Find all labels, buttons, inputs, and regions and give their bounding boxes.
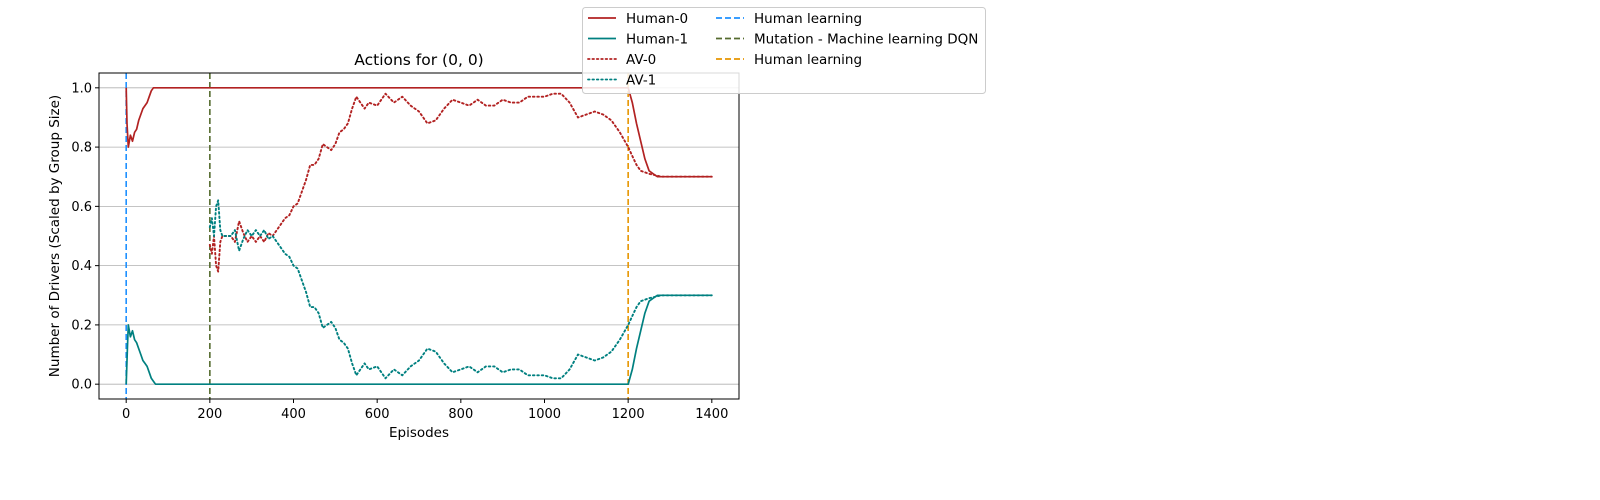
y-tick-label: 0.2: [71, 318, 92, 333]
legend-label: Human learning: [754, 52, 862, 68]
x-tick-label: 1400: [695, 407, 728, 422]
legend-label: Mutation - Machine learning DQN: [754, 32, 978, 48]
x-tick-label: 600: [365, 407, 390, 422]
x-tick-label: 800: [448, 407, 473, 422]
legend-label: Human-0: [626, 11, 688, 27]
series-line: [208, 92, 713, 273]
y-tick-label: 1.0: [71, 81, 92, 96]
y-tick-label: 0.0: [71, 378, 92, 393]
y-tick-label: 0.6: [71, 200, 92, 215]
x-axis-label: Episodes: [389, 425, 449, 441]
y-tick-label: 0.8: [71, 141, 92, 156]
grid: [99, 87, 739, 385]
series-line: [125, 86, 712, 178]
legend-box: [582, 7, 986, 94]
chart-title: Actions for (0, 0): [354, 51, 483, 69]
plot-frame: [98, 72, 740, 400]
legend-label: Human-1: [626, 32, 688, 48]
x-tick-label: 1000: [528, 407, 561, 422]
axis-ticks: 0.0 0.2 0.4 0.6 0.8 1.0 0 200 400 600 800 1000 1200 1…: [71, 81, 728, 422]
legend: Human-0 Human-1 AV-0 AV-1 Human learning Muta…: [582, 7, 986, 94]
x-tick-label: 400: [281, 407, 306, 422]
series-line: [125, 294, 712, 386]
x-tick-label: 0: [122, 407, 130, 422]
x-tick-label: 1200: [612, 407, 645, 422]
legend-label: AV-1: [626, 73, 656, 89]
y-axis-label: Number of Drivers (Scaled by Group Size): [47, 95, 63, 377]
x-tick-label: 200: [197, 407, 222, 422]
series-lines: [125, 86, 713, 386]
vertical-markers: [125, 73, 629, 399]
legend-label: Human learning: [754, 11, 862, 27]
y-tick-label: 0.4: [71, 259, 92, 274]
legend-label: AV-0: [626, 52, 656, 68]
series-line: [208, 199, 713, 380]
